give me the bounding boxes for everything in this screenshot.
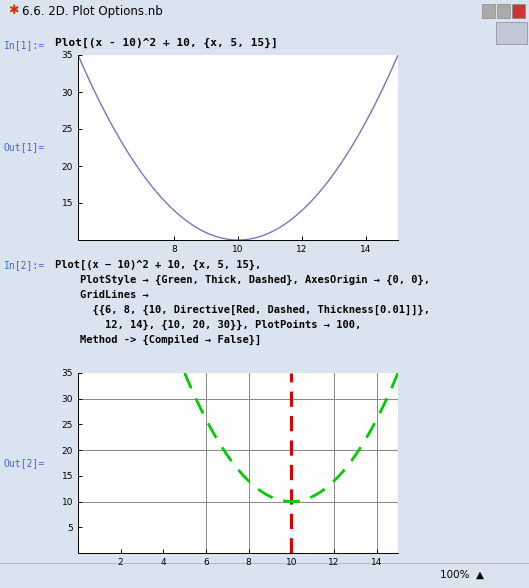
Text: In[1]:=: In[1]:= — [4, 40, 45, 50]
Text: Out[1]=: Out[1]= — [4, 142, 45, 152]
Bar — [482, 4, 495, 18]
Bar — [496, 22, 527, 44]
Text: 6.6. 2D. Plot Options.nb: 6.6. 2D. Plot Options.nb — [22, 5, 163, 18]
Bar — [497, 4, 510, 18]
Text: ✱: ✱ — [8, 5, 19, 18]
Text: 100%  ▲: 100% ▲ — [440, 570, 484, 580]
Text: {{6, 8, {10, Directive[Red, Dashed, Thickness[0.01]]},: {{6, 8, {10, Directive[Red, Dashed, Thic… — [55, 305, 430, 315]
Text: Out[2]=: Out[2]= — [4, 458, 45, 468]
Text: Method -> {Compiled → False}]: Method -> {Compiled → False}] — [55, 335, 261, 345]
Text: Plot[(x - 10)^2 + 10, {x, 5, 15}]: Plot[(x - 10)^2 + 10, {x, 5, 15}] — [55, 38, 278, 48]
Text: GridLines →: GridLines → — [55, 290, 149, 300]
Text: PlotStyle → {Green, Thick, Dashed}, AxesOrigin → {0, 0},: PlotStyle → {Green, Thick, Dashed}, Axes… — [55, 275, 430, 285]
Bar — [512, 4, 525, 18]
Text: Plot[(x − 10)^2 + 10, {x, 5, 15},: Plot[(x − 10)^2 + 10, {x, 5, 15}, — [55, 260, 261, 270]
Text: 12, 14}, {10, 20, 30}}, PlotPoints → 100,: 12, 14}, {10, 20, 30}}, PlotPoints → 100… — [55, 320, 361, 330]
Text: In[2]:=: In[2]:= — [4, 260, 45, 270]
